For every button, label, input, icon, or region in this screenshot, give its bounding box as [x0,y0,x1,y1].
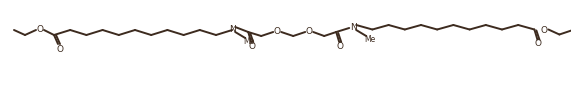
Text: O: O [57,44,63,54]
Text: O: O [37,25,43,34]
Text: O: O [249,42,256,51]
Text: O: O [535,39,542,48]
Text: O: O [274,27,281,36]
Text: O: O [305,27,313,36]
Text: O: O [337,42,344,51]
Text: N: N [350,23,356,31]
Text: N: N [229,25,236,33]
Text: Me: Me [364,34,376,43]
Text: Me: Me [244,37,255,45]
Text: O: O [541,26,548,35]
